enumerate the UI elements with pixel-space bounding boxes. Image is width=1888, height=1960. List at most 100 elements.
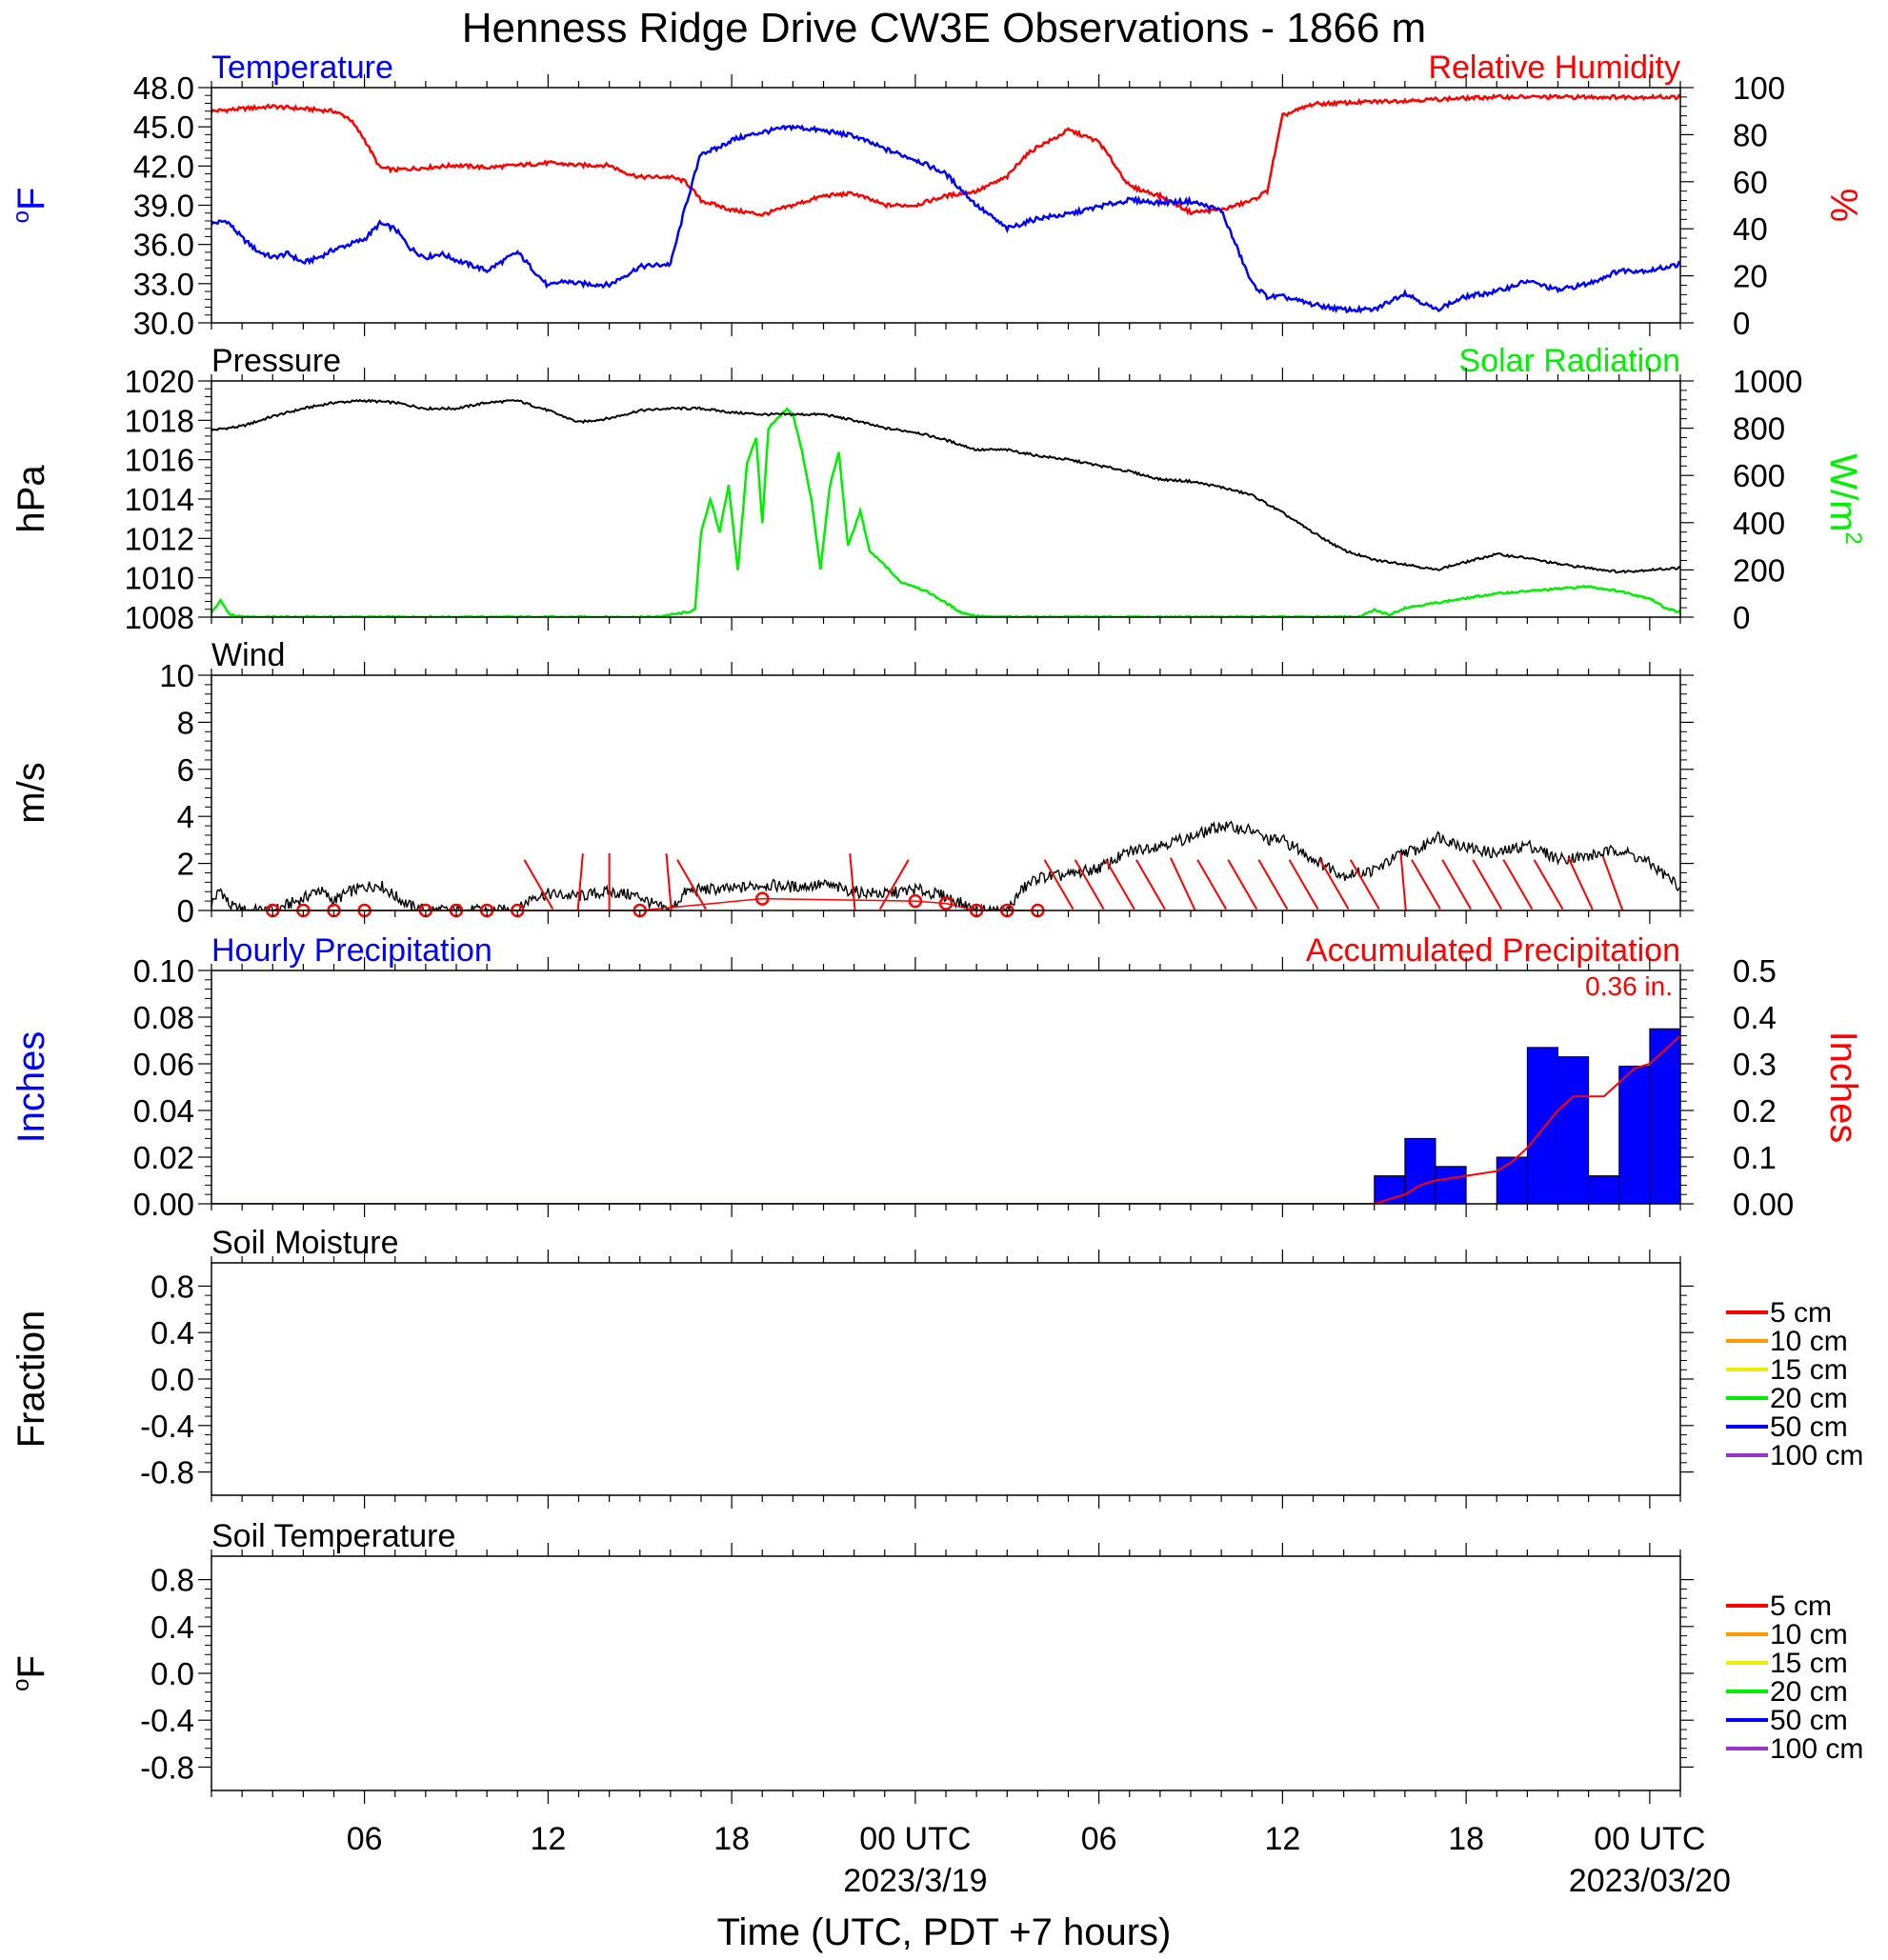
y-tick-label: 0.8: [151, 1269, 194, 1304]
wind-barb: [665, 853, 673, 911]
data-layer: [211, 1028, 1680, 1204]
legend-label: 15 cm: [1770, 1648, 1848, 1679]
wind-barb: [1043, 859, 1075, 910]
y-tick-label-right: 0.1: [1733, 1140, 1777, 1175]
data-layer: [211, 398, 1680, 617]
x-tick-label: 12: [530, 1821, 566, 1857]
y-tick-label-right: 600: [1733, 458, 1785, 493]
wind-barb: [1567, 857, 1594, 910]
y-tick-label: 0.06: [133, 1047, 194, 1082]
y-tick-label: 0.4: [151, 1610, 194, 1645]
legend-label: 50 cm: [1770, 1411, 1848, 1443]
y-tick-label-right: 40: [1733, 211, 1768, 247]
hourly-precip-bar: [1588, 1175, 1620, 1204]
pressure-line: [211, 398, 1680, 574]
wind-barb: [1288, 859, 1319, 910]
panel-soil_moisture: Soil Moisture -0.8 -0.4 0.0 0.4 0.8 Fraction 5 …: [10, 1225, 1863, 1509]
y-tick-label: 0.04: [133, 1093, 194, 1129]
wind-barb: [1349, 859, 1380, 910]
wind-barb: [849, 853, 856, 911]
wind-barb: [878, 859, 910, 910]
y-tick-label: 1014: [125, 482, 194, 517]
hourly-precip-bar: [1404, 1137, 1436, 1204]
y-tick-label-right: 0.3: [1733, 1047, 1777, 1082]
y-tick-label: 0.0: [151, 1656, 194, 1691]
y-axis-unit-right: Inches: [1822, 1031, 1864, 1144]
panel-title-left: Soil Temperature: [211, 1518, 455, 1554]
y-tick-label: 0.0: [151, 1362, 194, 1397]
panel-title-left: Soil Moisture: [211, 1225, 399, 1261]
wind-barb: [1441, 859, 1472, 910]
panel-frame: [211, 1262, 1681, 1496]
wind-barb: [1104, 859, 1135, 910]
y-tick-label: 42.0: [133, 149, 194, 184]
panel-title-right: Accumulated Precipitation: [1306, 932, 1680, 969]
solar-line: [211, 407, 1680, 617]
y-axis-unit-left: oF: [9, 188, 52, 224]
legend-label: 10 cm: [1770, 1619, 1848, 1650]
y-tick-label: 1020: [125, 364, 194, 399]
x-axis-label: Time (UTC, PDT +7 hours): [717, 1911, 1172, 1953]
y-tick-label-right: 80: [1733, 117, 1768, 152]
y-tick-label: 1018: [125, 403, 194, 438]
x-tick-label: 00 UTC: [1594, 1821, 1705, 1857]
wind-barb: [1227, 859, 1258, 910]
y-tick-label-right: 400: [1733, 506, 1785, 541]
wind-barb: [523, 859, 554, 910]
y-tick-label: 0.00: [133, 1187, 194, 1222]
panel-pressure_solar: Pressure Solar Radiation 1008 1010 1012 1014 1…: [10, 343, 1866, 635]
legend-label: 5 cm: [1770, 1297, 1832, 1329]
legend-label: 5 cm: [1770, 1590, 1832, 1622]
x-date-label: 2023/03/20: [1569, 1863, 1731, 1899]
panel-title-right: Solar Radiation: [1459, 343, 1680, 379]
x-tick-label: 12: [1264, 1821, 1300, 1857]
wind-barb: [1533, 859, 1564, 910]
panel-temp_rh: Temperature Relative Humidity 30.0 33.0 36.0…: [9, 50, 1864, 341]
panel-frame: [211, 380, 1681, 618]
y-tick-label-right: 0.00: [1733, 1187, 1794, 1222]
wind-barb: [1135, 859, 1166, 910]
y-tick-label-right: 800: [1733, 411, 1785, 447]
panel-title-left: Wind: [211, 637, 285, 673]
data-layer: [211, 92, 1680, 314]
legend-label: 15 cm: [1770, 1354, 1848, 1386]
wind-barb: [676, 859, 707, 910]
hourly-precip-bar: [1435, 1166, 1467, 1204]
calm-connector: [272, 897, 1038, 911]
panel-title-right: Relative Humidity: [1428, 50, 1680, 86]
y-tick-label: -0.4: [140, 1409, 194, 1444]
wind-barb: [1399, 853, 1407, 911]
calm-marker: [908, 893, 923, 909]
y-tick-label-right: 0.2: [1733, 1093, 1777, 1129]
y-tick-label-right: 1000: [1733, 364, 1802, 399]
y-tick-label-right: 200: [1733, 552, 1785, 588]
x-date-label: 2023/3/19: [843, 1863, 987, 1899]
x-tick-label: 00 UTC: [859, 1821, 971, 1857]
y-tick-label-right: 0: [1733, 306, 1750, 341]
panel-title-left: Hourly Precipitation: [211, 932, 492, 969]
y-tick-label-right: 60: [1733, 165, 1768, 200]
y-tick-label: 48.0: [133, 70, 194, 106]
panel-precip: Hourly Precipitation Accumulated Precipit…: [10, 932, 1864, 1222]
y-axis-unit-left: Fraction: [10, 1310, 52, 1449]
hourly-precip-bar: [1557, 1056, 1590, 1204]
rh-line: [211, 92, 1680, 217]
y-tick-label: 1016: [125, 443, 194, 478]
y-tick-label: 10: [159, 658, 194, 693]
wind-barb: [1601, 855, 1624, 910]
y-tick-label: 33.0: [133, 267, 194, 302]
y-tick-label-right: 0: [1733, 600, 1750, 635]
y-axis-unit-left: m/s: [10, 762, 52, 823]
y-tick-label-right: 100: [1733, 70, 1785, 106]
y-tick-label: 6: [177, 752, 194, 788]
wind-barb: [1074, 859, 1105, 910]
y-axis-unit-right: %: [1822, 189, 1864, 223]
y-tick-label: 39.0: [133, 189, 194, 224]
wind-barb: [1502, 859, 1534, 910]
panel-title-left: Temperature: [211, 50, 393, 86]
y-tick-label: -0.8: [140, 1455, 194, 1490]
y-axis-unit-left: hPa: [10, 465, 52, 533]
y-axis-unit-left: oF: [9, 1655, 52, 1691]
y-tick-label: 1010: [125, 561, 194, 596]
accumulated-precip-line: [211, 1034, 1680, 1204]
